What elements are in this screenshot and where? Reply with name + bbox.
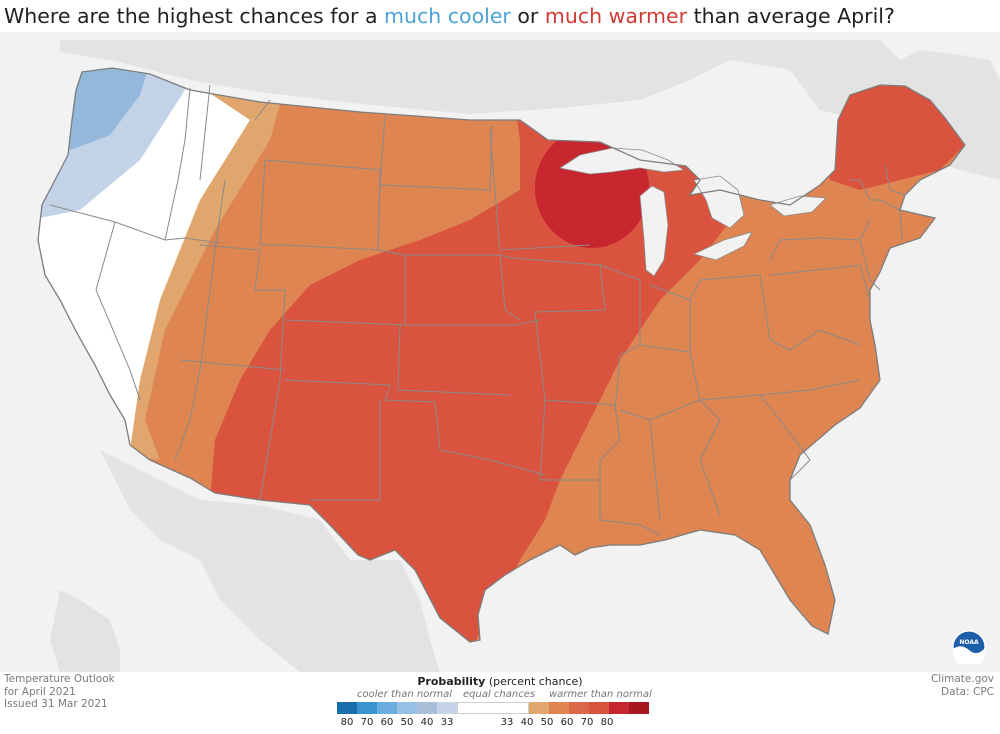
legend-swatch-warm-0 bbox=[529, 702, 549, 714]
legend-cooler-label: cooler than normal bbox=[357, 689, 453, 700]
legend-tick-cool-1: 70 bbox=[360, 717, 374, 728]
legend-tick-warm-5: 80 bbox=[600, 717, 614, 728]
great-lakes bbox=[558, 147, 827, 277]
legend-tick-cool-4: 40 bbox=[420, 717, 434, 728]
credit-line1: Climate.gov bbox=[930, 673, 994, 685]
legend-tick-cool-5: 33 bbox=[440, 717, 454, 728]
map-svg bbox=[0, 32, 1000, 672]
legend-swatch-equal bbox=[457, 702, 529, 714]
outlook-map bbox=[0, 32, 1000, 672]
legend-tick-cool-2: 60 bbox=[380, 717, 394, 728]
legend-swatch-warm-1 bbox=[549, 702, 569, 714]
legend-swatch-cool-4 bbox=[417, 702, 437, 714]
title-cool-text: much cooler bbox=[384, 4, 511, 28]
outlook-caption: Temperature Outlook for April 2021 Issue… bbox=[4, 673, 115, 711]
legend-equal-label: equal chances bbox=[463, 689, 536, 700]
page-title: Where are the highest chances for a much… bbox=[4, 4, 895, 28]
legend-warmer-label: warmer than normal bbox=[549, 689, 652, 700]
legend-swatch-cool-0 bbox=[337, 702, 357, 714]
legend-swatch-warm-5 bbox=[629, 702, 649, 714]
legend-swatch-cool-3 bbox=[397, 702, 417, 714]
title-suffix: than average April? bbox=[687, 4, 895, 28]
legend-tick-cool-0: 80 bbox=[340, 717, 354, 728]
credit-line2: Data: CPC bbox=[941, 685, 994, 698]
legend-tick-warm-1: 40 bbox=[520, 717, 534, 728]
legend-swatch-warm-2 bbox=[569, 702, 589, 714]
title-warm-text: much warmer bbox=[544, 4, 688, 28]
legend-tick-warm-0: 33 bbox=[500, 717, 514, 728]
legend-tick-warm-2: 50 bbox=[540, 717, 554, 728]
legend-swatch-warm-4 bbox=[609, 702, 629, 714]
caption-line2: for April 2021 bbox=[4, 685, 76, 698]
legend-title-rest: (percent chance) bbox=[485, 675, 583, 688]
legend-tick-warm-3: 60 bbox=[560, 717, 574, 728]
legend-swatch-cool-1 bbox=[357, 702, 377, 714]
credit: Climate.gov Data: CPC bbox=[931, 673, 994, 698]
title-middle: or bbox=[510, 4, 545, 28]
caption-line3: Issued 31 Mar 2021 bbox=[4, 698, 108, 710]
title-prefix: Where are the highest chances for a bbox=[4, 4, 385, 28]
legend-swatch-cool-5 bbox=[437, 702, 457, 714]
legend-swatch-warm-3 bbox=[589, 702, 609, 714]
legend-title-bold: Probability bbox=[417, 675, 486, 688]
legend-title: Probability (percent chance) bbox=[337, 675, 663, 688]
legend-tick-warm-4: 70 bbox=[580, 717, 594, 728]
noaa-logo-icon: NOAA bbox=[952, 630, 986, 664]
noaa-logo-text: NOAA bbox=[959, 639, 979, 646]
legend-color-bar bbox=[337, 702, 649, 714]
legend-tick-cool-3: 50 bbox=[400, 717, 414, 728]
legend-swatch-cool-2 bbox=[377, 702, 397, 714]
caption-line1: Temperature Outlook bbox=[4, 673, 115, 685]
probability-legend: Probability (percent chance) cooler than… bbox=[337, 675, 663, 731]
